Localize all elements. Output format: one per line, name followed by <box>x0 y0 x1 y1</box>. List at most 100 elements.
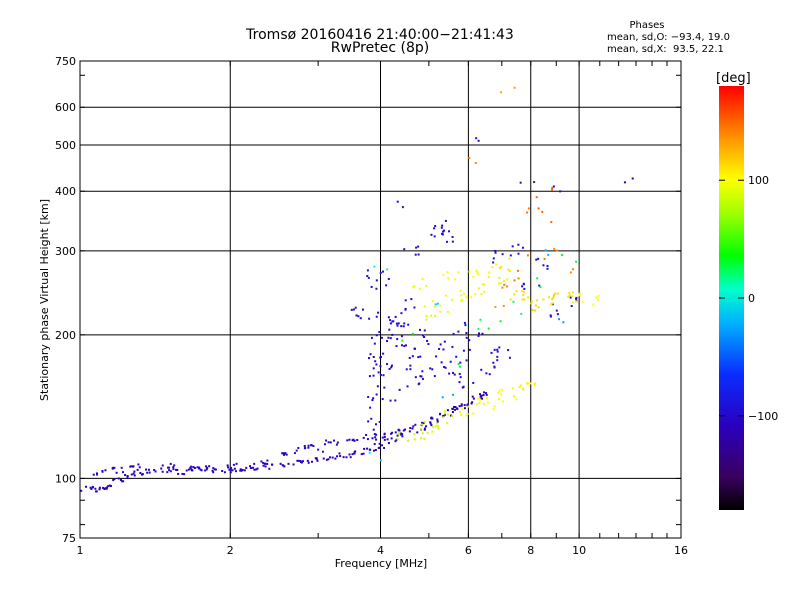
data-point <box>409 364 412 367</box>
data-point <box>451 240 454 243</box>
data-point <box>553 294 556 297</box>
data-point <box>437 425 440 428</box>
data-point <box>117 477 120 480</box>
data-point <box>387 316 390 319</box>
data-point <box>509 254 512 257</box>
data-point <box>190 465 193 468</box>
data-point <box>413 433 416 436</box>
y-tick-label: 400 <box>55 185 76 198</box>
data-point <box>430 424 433 427</box>
data-point <box>437 427 440 430</box>
data-point <box>177 472 180 475</box>
data-point <box>439 310 442 313</box>
data-point <box>362 436 365 439</box>
data-point <box>391 431 394 434</box>
data-point <box>389 399 392 402</box>
data-point <box>146 471 149 474</box>
data-point <box>501 400 504 403</box>
data-point <box>204 469 207 472</box>
data-point <box>483 283 486 286</box>
data-point <box>408 430 411 433</box>
data-point <box>381 270 384 273</box>
data-point <box>523 291 526 294</box>
data-point <box>381 444 384 447</box>
x-tick-label: 6 <box>465 544 472 557</box>
data-point <box>497 392 500 395</box>
data-point <box>287 462 290 465</box>
data-point <box>418 328 421 331</box>
data-point <box>400 432 403 435</box>
data-point <box>458 372 461 375</box>
data-point <box>371 437 374 440</box>
data-point <box>372 397 375 400</box>
data-point <box>577 293 580 296</box>
data-point <box>401 339 404 342</box>
data-point <box>471 395 474 398</box>
data-point <box>431 300 434 303</box>
data-point <box>379 373 382 376</box>
data-point <box>575 260 578 263</box>
data-point <box>426 431 429 434</box>
data-point <box>433 314 436 317</box>
data-point <box>285 453 288 456</box>
data-point <box>434 225 437 228</box>
data-point <box>371 399 374 402</box>
data-point <box>375 315 378 318</box>
data-point <box>522 293 525 296</box>
data-point <box>266 459 269 462</box>
data-point <box>370 417 373 420</box>
data-point <box>249 467 252 470</box>
data-point <box>401 206 404 209</box>
data-point <box>303 444 306 447</box>
data-point <box>382 374 385 377</box>
data-point <box>374 360 377 363</box>
data-point <box>375 279 378 282</box>
data-point <box>500 393 503 396</box>
data-point <box>382 352 385 355</box>
data-point <box>418 287 421 290</box>
chart-title: Tromsø 20160416 21:40:00−21:41:43 <box>246 27 514 43</box>
data-point <box>436 302 439 305</box>
data-point <box>183 473 186 476</box>
data-point <box>223 471 226 474</box>
data-point <box>379 355 382 358</box>
data-point <box>381 436 384 439</box>
data-point <box>383 447 386 450</box>
data-point <box>317 448 320 451</box>
data-point <box>475 137 478 140</box>
data-point <box>531 309 534 312</box>
data-point <box>421 277 424 280</box>
data-point <box>221 469 224 472</box>
data-point <box>373 265 376 268</box>
data-point <box>482 394 485 397</box>
data-point <box>239 468 242 471</box>
data-point <box>329 441 332 444</box>
data-point <box>253 468 256 471</box>
data-point <box>391 333 394 336</box>
data-point <box>431 430 434 433</box>
data-point <box>348 438 351 441</box>
data-point <box>553 292 556 295</box>
data-point <box>374 423 377 426</box>
data-point <box>460 403 463 406</box>
data-point <box>458 381 461 384</box>
data-point <box>425 425 428 428</box>
data-point <box>271 463 274 466</box>
data-point <box>386 340 389 343</box>
data-point <box>479 318 482 321</box>
data-point <box>567 295 570 298</box>
data-point <box>501 388 504 391</box>
data-point <box>457 362 460 365</box>
data-point <box>331 456 334 459</box>
data-point <box>450 414 453 417</box>
data-point <box>336 441 339 444</box>
data-point <box>512 300 515 303</box>
data-point <box>104 469 107 472</box>
data-point <box>390 364 393 367</box>
data-point <box>465 336 468 339</box>
data-point <box>513 279 516 282</box>
data-point <box>419 437 422 440</box>
data-point <box>279 462 282 465</box>
data-point <box>551 302 554 305</box>
colorbar-tick-label: 100 <box>748 174 769 187</box>
